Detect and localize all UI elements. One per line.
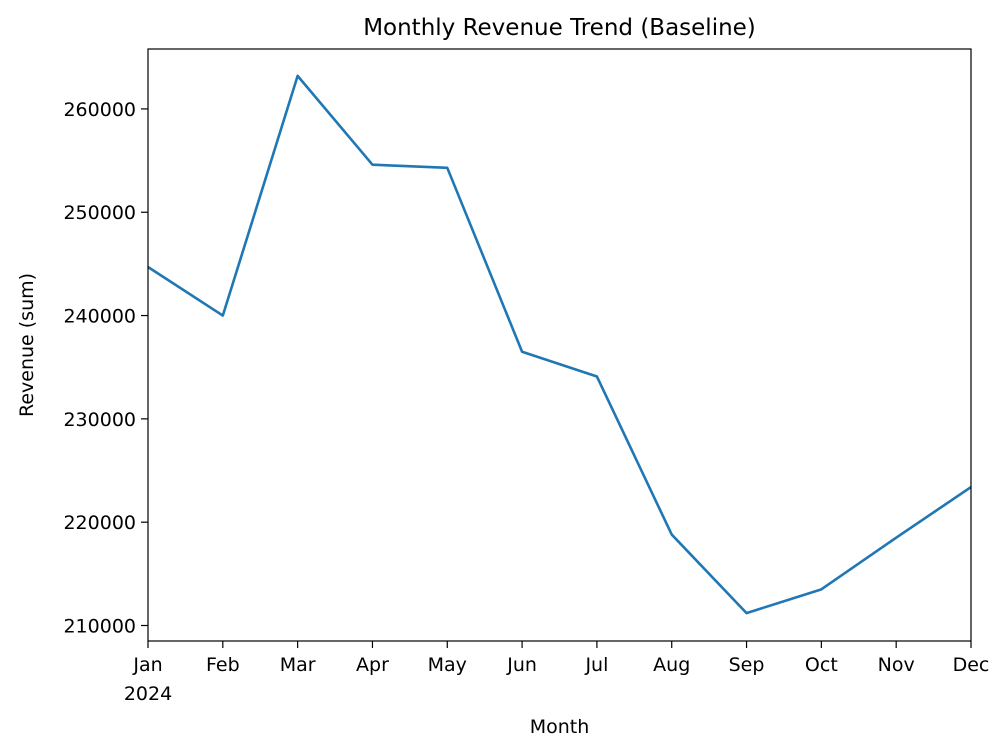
x-tick-label: Oct	[805, 654, 838, 676]
x-tick-label: Jul	[584, 654, 608, 676]
x-tick-label: Feb	[206, 654, 240, 676]
x-tick-label: Dec	[953, 654, 990, 676]
y-tick-label: 250000	[63, 202, 136, 224]
x-tick-label: Apr	[356, 654, 389, 676]
y-tick-label: 260000	[63, 99, 136, 121]
x-tick-year-label: 2024	[124, 683, 172, 705]
y-tick-label: 230000	[63, 409, 136, 431]
chart-title: Monthly Revenue Trend (Baseline)	[363, 15, 756, 41]
x-tick-label: Aug	[653, 654, 690, 676]
y-axis-label: Revenue (sum)	[16, 273, 38, 417]
plot-area: Jan Feb Mar Apr May Jun Jul Aug Sep Oct Nov Dec 2024…	[63, 48, 990, 705]
x-axis-label: Month	[530, 716, 590, 738]
y-tick-label: 220000	[63, 512, 136, 534]
y-tick-label: 210000	[63, 616, 136, 638]
x-tick-label: Mar	[280, 654, 316, 676]
plot-frame	[147, 48, 972, 642]
series-line	[147, 74, 972, 615]
x-tick-label: Jan	[132, 654, 162, 676]
x-tick-label: Sep	[729, 654, 765, 676]
y-tick-label: 240000	[63, 306, 136, 328]
x-tick-label: Jun	[506, 654, 537, 676]
x-tick-label: Nov	[878, 654, 915, 676]
x-tick-label: May	[428, 654, 467, 676]
